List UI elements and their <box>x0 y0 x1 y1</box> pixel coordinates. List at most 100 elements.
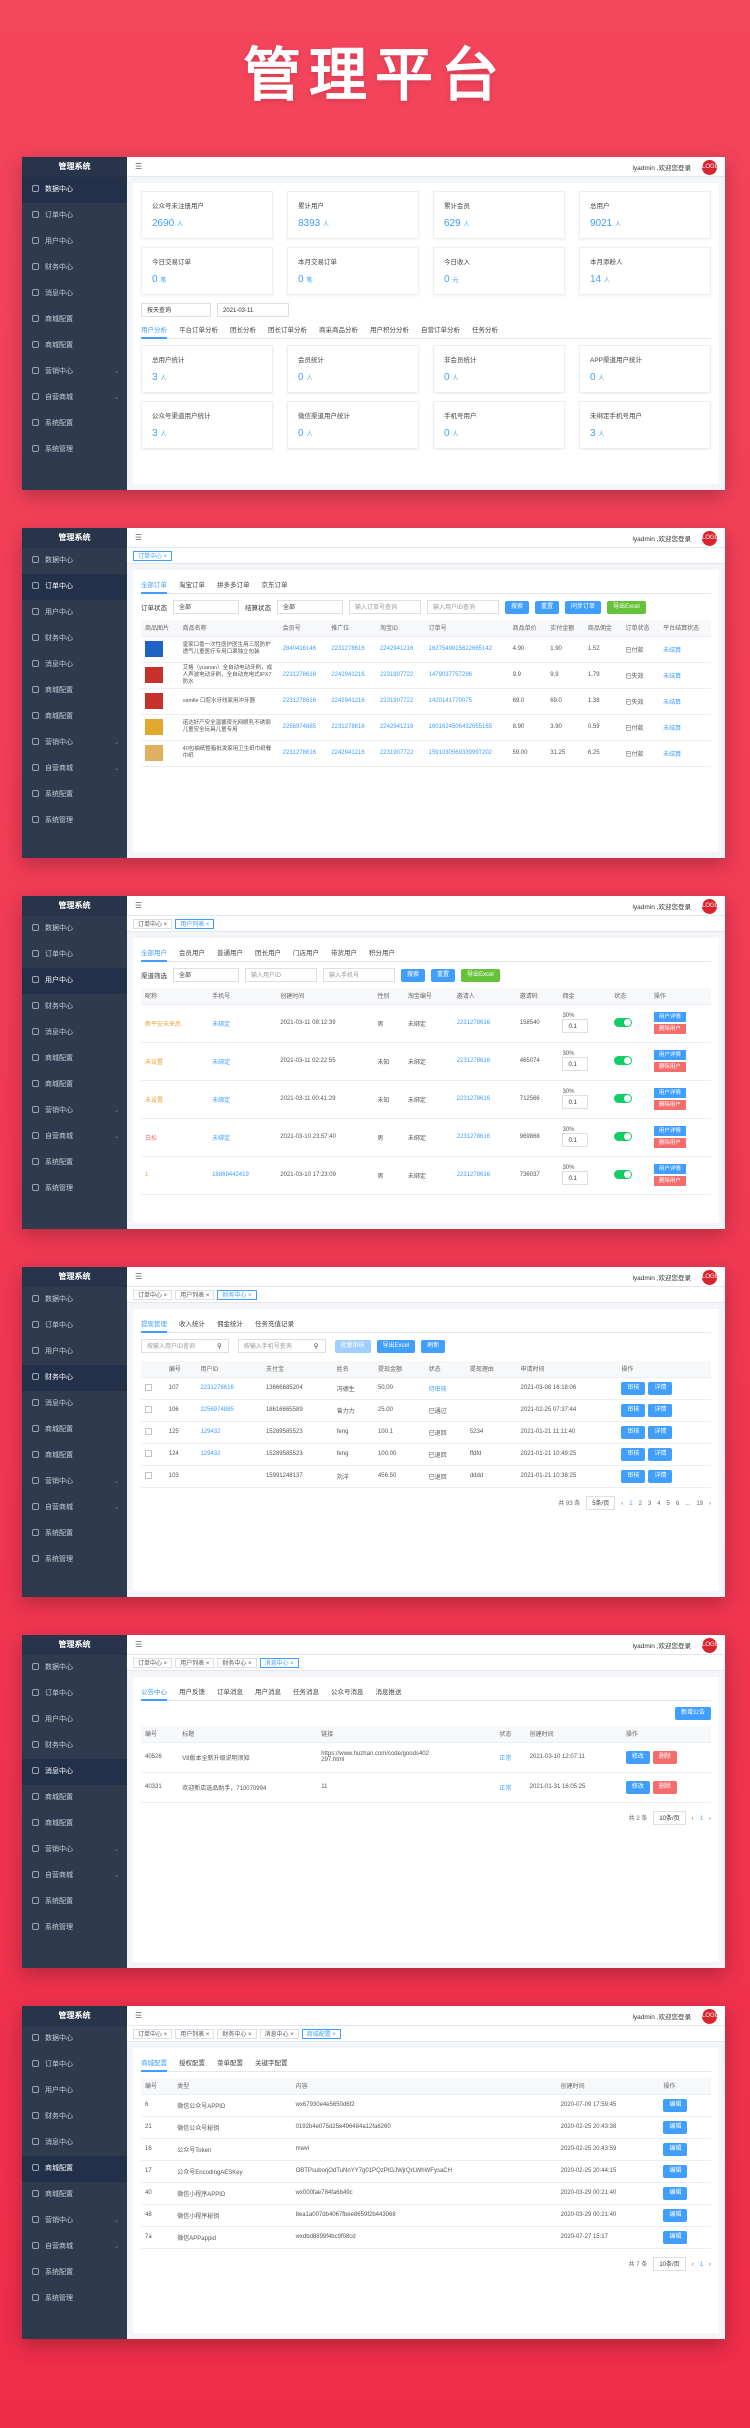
sidebar-item[interactable]: 消息中心 <box>22 1391 127 1417</box>
tab[interactable]: 任务充值记录 <box>255 1321 294 1328</box>
sidebar-item[interactable]: 订单中心 <box>22 1681 127 1707</box>
sidebar-item[interactable]: 消息中心 <box>22 1020 127 1046</box>
user-detail-button[interactable]: 用户详情 <box>653 1012 686 1022</box>
sidebar-item[interactable]: 消息中心 <box>22 281 127 307</box>
sidebar-item[interactable]: 商城配置 <box>22 1417 127 1443</box>
tab[interactable]: 全部订单 <box>141 578 167 594</box>
sidebar-item[interactable]: 系统管理 <box>22 1176 127 1202</box>
close-icon[interactable]: × <box>246 1293 252 1299</box>
page-size-select[interactable]: 10条/页 <box>653 2256 686 2271</box>
view-tag[interactable]: 订单中心 × <box>133 1658 173 1668</box>
tab[interactable]: 授权配置 <box>179 2060 205 2067</box>
sync-orders-button[interactable]: 同步订单 <box>565 600 602 614</box>
page-number[interactable]: 1 <box>629 1500 633 1507</box>
tab[interactable]: 用户反馈 <box>179 1689 205 1696</box>
next-page-icon[interactable]: › <box>709 2261 711 2268</box>
page-number[interactable]: 19 <box>696 1500 703 1507</box>
tab[interactable]: 普通用户 <box>217 950 243 957</box>
avatar[interactable]: LOGO <box>702 899 719 914</box>
view-tag[interactable]: 财务中心 × <box>217 1658 257 1668</box>
commission-input[interactable]: 0.1 <box>562 1133 589 1147</box>
user-detail-button[interactable]: 用户详情 <box>653 1164 686 1174</box>
close-icon[interactable]: × <box>204 1293 210 1299</box>
sidebar-item[interactable]: 自营商城 ⌄ <box>22 1124 127 1150</box>
row-checkbox[interactable] <box>145 1383 152 1391</box>
sidebar-item[interactable]: 商城配置 <box>22 1811 127 1837</box>
review-button[interactable]: 审核 <box>621 1381 646 1395</box>
sidebar-item[interactable]: 系统配置 <box>22 1150 127 1176</box>
tab[interactable]: 团长用户 <box>255 950 281 957</box>
view-tag[interactable]: 用户列表 × <box>175 2029 215 2039</box>
page-number[interactable]: 1 <box>699 2261 703 2268</box>
detail-button[interactable]: 详情 <box>648 1469 673 1483</box>
sidebar-item[interactable]: 数据中心 <box>22 916 127 942</box>
sidebar-item[interactable]: 系统配置 <box>22 1889 127 1915</box>
delete-button[interactable]: 删除 <box>652 1750 677 1764</box>
view-tag[interactable]: 消息中心 × <box>259 1658 299 1668</box>
tab[interactable]: 门店用户 <box>293 950 319 957</box>
edit-button[interactable]: 编辑 <box>663 2208 688 2222</box>
tab[interactable]: 提现管理 <box>141 1317 167 1333</box>
sidebar-item[interactable]: 商城配置 <box>22 1072 127 1098</box>
view-tag[interactable]: 订单中心 × <box>133 551 173 561</box>
sidebar-item[interactable]: 数据中心 <box>22 1655 127 1681</box>
avatar[interactable]: LOGO <box>702 2009 719 2024</box>
page-number[interactable]: 2 <box>638 1500 642 1507</box>
sidebar-item[interactable]: 商城配置 <box>22 2156 127 2182</box>
review-button[interactable]: 审核 <box>621 1469 646 1483</box>
export-excel-button[interactable]: 导出Excel <box>607 600 646 614</box>
sidebar-item[interactable]: 系统管理 <box>22 1915 127 1941</box>
sidebar-item[interactable]: 商城配置 <box>22 1785 127 1811</box>
sidebar-item[interactable]: 自营商城 ⌄ <box>22 756 127 782</box>
tab[interactable]: 任务消息 <box>293 1689 319 1696</box>
tab[interactable]: 自营订单分析 <box>421 327 460 334</box>
order-status-select[interactable]: 全部 <box>173 600 239 614</box>
menu-toggle-icon[interactable]: ☰ <box>135 162 143 171</box>
user-detail-button[interactable]: 用户详情 <box>653 1050 686 1060</box>
reset-button[interactable]: 重置 <box>535 600 560 614</box>
status-toggle[interactable] <box>614 1055 633 1065</box>
sidebar-item[interactable]: 消息中心 <box>22 2130 127 2156</box>
sidebar-item[interactable]: 营销中心 ⌄ <box>22 730 127 756</box>
sidebar-item[interactable]: 数据中心 <box>22 177 127 203</box>
sidebar-item[interactable]: 营销中心 ⌄ <box>22 359 127 385</box>
status-toggle[interactable] <box>614 1093 633 1103</box>
sidebar-item[interactable]: 商城配置 <box>22 704 127 730</box>
sidebar-item[interactable]: 订单中心 <box>22 1313 127 1339</box>
user-id-search-input[interactable]: 按输入用户ID查询 <box>141 1339 229 1353</box>
sidebar-item[interactable]: 商城配置 <box>22 1443 127 1469</box>
sidebar-item[interactable]: 消息中心 <box>22 1759 127 1785</box>
menu-toggle-icon[interactable]: ☰ <box>135 1272 143 1281</box>
sidebar-item[interactable]: 商城配置 <box>22 2182 127 2208</box>
sidebar-item[interactable]: 系统配置 <box>22 1521 127 1547</box>
page-size-select[interactable]: 10条/页 <box>653 1810 686 1825</box>
page-number[interactable]: 3 <box>647 1500 652 1507</box>
view-tag[interactable]: 用户列表 × <box>175 919 215 929</box>
view-tag[interactable]: 财务中心 × <box>217 1290 257 1300</box>
settle-status-select[interactable]: 全部 <box>277 600 343 614</box>
close-icon[interactable]: × <box>162 554 168 560</box>
sidebar-item[interactable]: 财务中心 <box>22 1365 127 1391</box>
view-tag[interactable]: 商城配置 × <box>301 2029 341 2039</box>
close-icon[interactable]: × <box>204 2032 210 2038</box>
tab[interactable]: 商城配置 <box>141 2056 167 2072</box>
channel-select[interactable]: 全部 <box>173 968 239 982</box>
review-button[interactable]: 审核 <box>621 1425 646 1439</box>
edit-button[interactable]: 修改 <box>625 1780 650 1794</box>
close-icon[interactable]: × <box>204 922 210 928</box>
edit-button[interactable]: 编辑 <box>663 2164 688 2178</box>
add-notice-button[interactable]: 新增公告 <box>674 1707 711 1720</box>
tab[interactable]: 拼多多订单 <box>217 582 250 589</box>
tab[interactable]: 积分用户 <box>369 950 395 957</box>
sidebar-item[interactable]: 财务中心 <box>22 255 127 281</box>
sidebar-item[interactable]: 系统配置 <box>22 411 127 437</box>
sidebar-item[interactable]: 用户中心 <box>22 2078 127 2104</box>
edit-button[interactable]: 编辑 <box>663 2230 688 2244</box>
page-number[interactable]: 6 <box>675 1500 680 1507</box>
view-tag[interactable]: 消息中心 × <box>259 2029 299 2039</box>
sidebar-item[interactable]: 用户中心 <box>22 968 127 994</box>
tab[interactable]: 团长订单分析 <box>268 327 307 334</box>
avatar[interactable]: LOGO <box>702 1270 719 1285</box>
row-checkbox[interactable] <box>145 1427 152 1435</box>
sidebar-item[interactable]: 自营商城 ⌄ <box>22 1863 127 1889</box>
